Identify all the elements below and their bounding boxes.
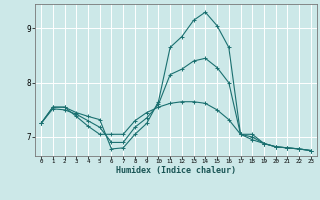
X-axis label: Humidex (Indice chaleur): Humidex (Indice chaleur) (116, 166, 236, 175)
